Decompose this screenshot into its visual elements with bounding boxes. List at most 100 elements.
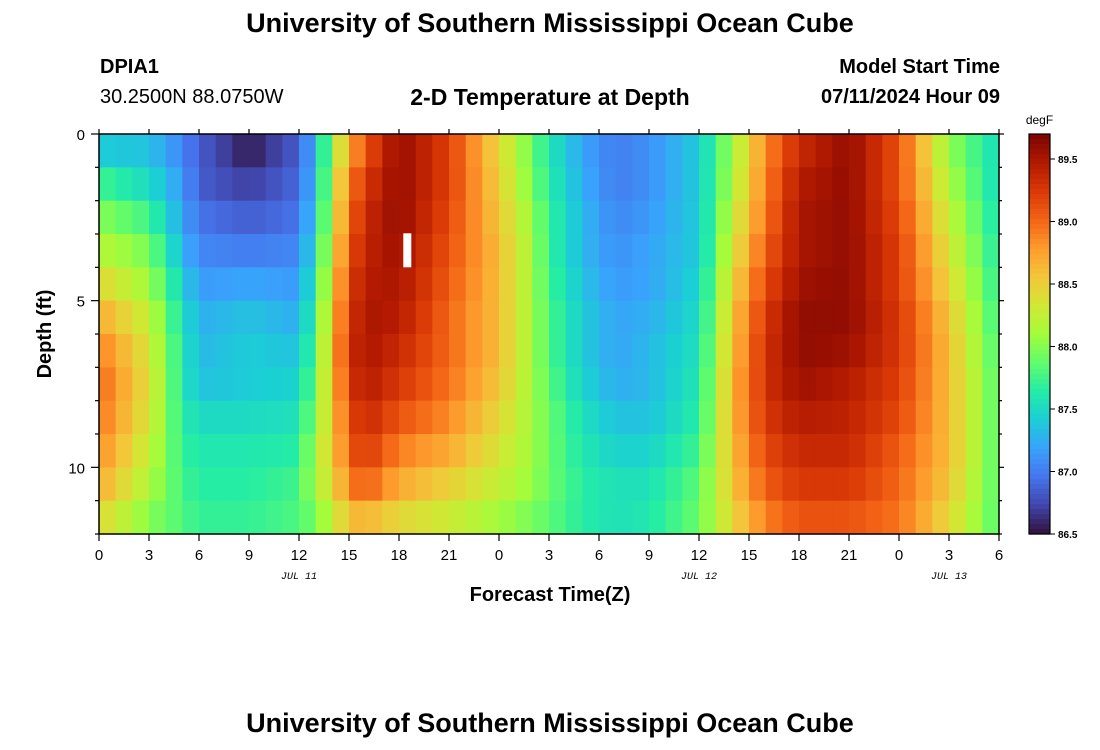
heatmap-cell xyxy=(115,467,133,502)
heatmap-cell xyxy=(765,467,783,502)
heatmap-cell xyxy=(115,234,133,268)
heatmap-cell xyxy=(699,300,717,335)
colorbar-tick-label: 87.5 xyxy=(1058,405,1078,416)
heatmap-cell xyxy=(482,267,500,302)
heatmap-cell xyxy=(965,334,983,368)
heatmap-cell xyxy=(265,467,283,502)
colorbar-band xyxy=(1029,414,1050,420)
heatmap-cell xyxy=(99,267,117,302)
heatmap-cell xyxy=(432,267,450,302)
heatmap-cell xyxy=(499,500,517,535)
heatmap-cell xyxy=(415,300,433,335)
heatmap-cell xyxy=(949,334,967,368)
heatmap-cell xyxy=(565,500,583,535)
heatmap-cell xyxy=(882,500,900,535)
colorbar-tick-label: 86.5 xyxy=(1058,530,1078,541)
heatmap-cell xyxy=(199,134,217,168)
heatmap-cell xyxy=(599,134,617,168)
colorbar-tick-label: 87.0 xyxy=(1058,468,1078,479)
heatmap-cell xyxy=(649,467,667,502)
colorbar-band xyxy=(1029,509,1050,515)
heatmap-cell xyxy=(265,300,283,335)
x-tick-label: 12 xyxy=(291,547,308,564)
heatmap-cell xyxy=(349,334,367,368)
heatmap-cell xyxy=(465,134,483,168)
heatmap-cell xyxy=(849,434,867,468)
heatmap-cell xyxy=(865,134,883,168)
heatmap-cell xyxy=(782,334,800,368)
heatmap-cell xyxy=(232,267,250,302)
heatmap-cell xyxy=(349,200,367,235)
heatmap-cell xyxy=(982,500,1000,535)
heatmap-cell xyxy=(315,334,333,368)
heatmap-cell xyxy=(182,134,200,168)
heatmap-cell xyxy=(899,167,917,202)
x-tick-label: 3 xyxy=(145,547,153,564)
heatmap-cell xyxy=(749,400,767,435)
heatmap-cell xyxy=(465,500,483,535)
heatmap-cell xyxy=(899,400,917,435)
heatmap-cell xyxy=(699,467,717,502)
heatmap-cell xyxy=(499,367,517,402)
heatmap-cell xyxy=(265,200,283,235)
heatmap-cell xyxy=(649,300,667,335)
heatmap-cell xyxy=(115,300,133,335)
heatmap-cell xyxy=(899,267,917,302)
heatmap-cell xyxy=(349,134,367,168)
heatmap-cell xyxy=(532,367,550,402)
heatmap-cell xyxy=(665,134,683,168)
colorbar-frame xyxy=(1028,133,1051,535)
heatmap-cell xyxy=(282,200,300,235)
heatmap-cell xyxy=(132,167,150,202)
colorbar-band xyxy=(1029,489,1050,495)
heatmap-cell xyxy=(832,334,850,368)
heatmap-cell xyxy=(749,467,767,502)
heatmap-cell xyxy=(949,467,967,502)
heatmap-cell xyxy=(249,434,267,468)
heatmap-cell xyxy=(399,467,417,502)
heatmap-cell xyxy=(315,434,333,468)
colorbar-band xyxy=(1029,434,1050,440)
heatmap-cell xyxy=(382,434,400,468)
heatmap-cell xyxy=(282,167,300,202)
heatmap-cell xyxy=(732,300,750,335)
heatmap-cell xyxy=(899,500,917,535)
heatmap-cell xyxy=(465,334,483,368)
heatmap-cell xyxy=(715,334,733,368)
heatmap-cell xyxy=(232,134,250,168)
heatmap-cell xyxy=(682,334,700,368)
heatmap-cell xyxy=(749,434,767,468)
heatmap-cell xyxy=(149,134,167,168)
heatmap-cell xyxy=(549,300,567,335)
heatmap-cell xyxy=(132,234,150,268)
heatmap-cell xyxy=(882,267,900,302)
colorbar-band xyxy=(1029,399,1050,405)
heatmap-cell xyxy=(799,500,817,535)
heatmap-cell xyxy=(615,167,633,202)
heatmap-cell xyxy=(265,434,283,468)
heatmap-cell xyxy=(315,267,333,302)
heatmap-cell xyxy=(449,500,467,535)
heatmap-cell xyxy=(932,267,950,302)
heatmap-cell xyxy=(799,167,817,202)
heatmap-cell xyxy=(482,200,500,235)
heatmap-cell xyxy=(532,400,550,435)
heatmap-cell xyxy=(632,300,650,335)
heatmap-cell xyxy=(99,467,117,502)
date-label: JUL 12 xyxy=(681,572,717,583)
colorbar-band xyxy=(1029,274,1050,280)
heatmap-cell xyxy=(665,400,683,435)
heatmap-cell xyxy=(565,334,583,368)
heatmap-cell xyxy=(399,267,417,302)
heatmap-cell xyxy=(782,400,800,435)
heatmap-cell xyxy=(499,167,517,202)
heatmap-cell xyxy=(499,134,517,168)
colorbar: 86.5 87.0 87.5 88.0 88.5 89.0 89.5 degF xyxy=(1026,113,1078,541)
heatmap-cell xyxy=(665,367,683,402)
heatmap-cell xyxy=(182,267,200,302)
heatmap-cell xyxy=(115,134,133,168)
heatmap-cell xyxy=(582,334,600,368)
heatmap-cell xyxy=(165,167,183,202)
heatmap-cell xyxy=(832,500,850,535)
heatmap-cell xyxy=(599,500,617,535)
